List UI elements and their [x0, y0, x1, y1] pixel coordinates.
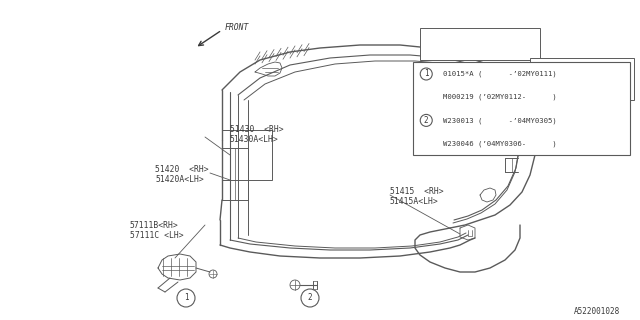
- Circle shape: [177, 289, 195, 307]
- Circle shape: [420, 114, 432, 126]
- Text: 51410A<LH>: 51410A<LH>: [532, 69, 580, 78]
- Text: 57111C <LH>: 57111C <LH>: [130, 230, 184, 239]
- Text: 51420  <RH>: 51420 <RH>: [155, 165, 209, 174]
- Text: A522001028: A522001028: [573, 308, 620, 316]
- Text: 51477F <RH>: 51477F <RH>: [422, 28, 476, 37]
- Text: M000219 (’02MY0112-      ): M000219 (’02MY0112- ): [443, 94, 556, 100]
- Bar: [420, 28, 540, 60]
- Bar: [530, 58, 634, 100]
- Text: 1: 1: [184, 293, 188, 302]
- Text: 51477G <LH>: 51477G <LH>: [422, 38, 476, 47]
- Text: 2: 2: [424, 116, 429, 125]
- Bar: [413, 62, 630, 155]
- Text: 2: 2: [308, 293, 312, 302]
- Text: 1: 1: [424, 69, 429, 78]
- Text: 51430A<LH>: 51430A<LH>: [230, 135, 279, 145]
- Text: 51430  <RH>: 51430 <RH>: [230, 125, 284, 134]
- Text: 51415  <RH>: 51415 <RH>: [390, 188, 444, 196]
- Text: 01015*A (      -’02MY0111): 01015*A ( -’02MY0111): [443, 71, 556, 77]
- Text: W230013 (      -’04MY0305): W230013 ( -’04MY0305): [443, 117, 556, 124]
- Text: 51415A<LH>: 51415A<LH>: [390, 197, 439, 206]
- Circle shape: [301, 289, 319, 307]
- Text: 51410  <RH>: 51410 <RH>: [532, 60, 586, 68]
- Text: 57111B<RH>: 57111B<RH>: [130, 220, 179, 229]
- Circle shape: [420, 68, 432, 80]
- Bar: [222, 130, 272, 180]
- Text: W230046 (’04MY0306-      ): W230046 (’04MY0306- ): [443, 140, 556, 147]
- Text: FRONT: FRONT: [225, 23, 250, 33]
- Text: 51420A<LH>: 51420A<LH>: [155, 175, 204, 185]
